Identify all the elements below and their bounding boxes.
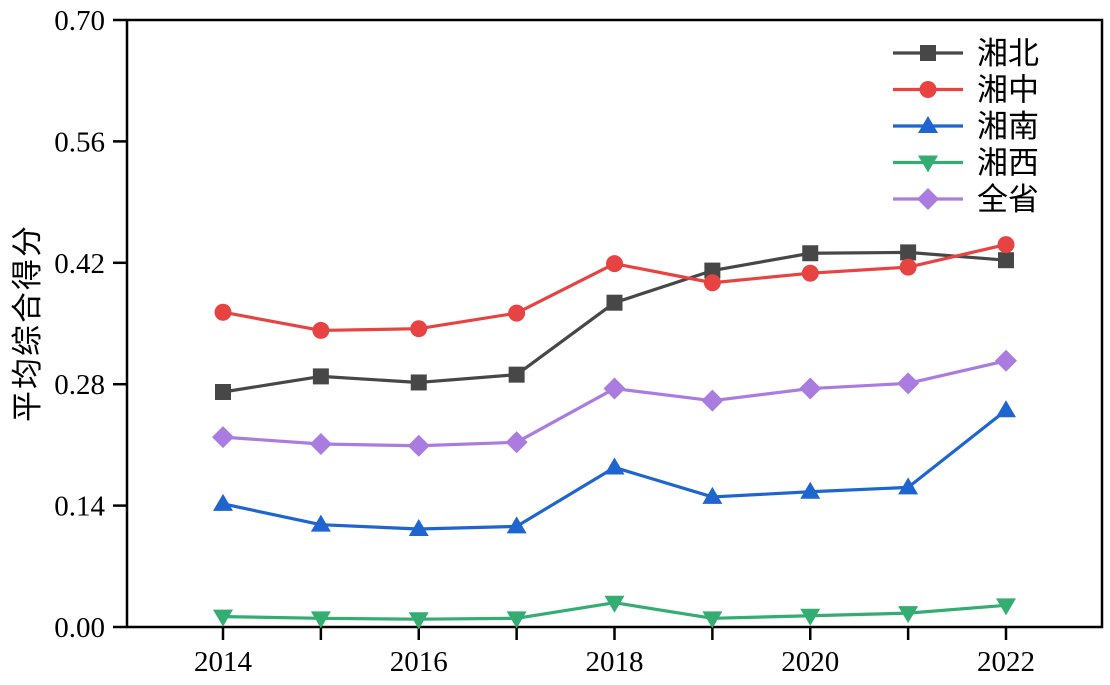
triangle-up-marker xyxy=(702,486,723,504)
diamond-marker xyxy=(603,377,626,400)
triangle-down-marker xyxy=(898,606,919,624)
diamond-marker xyxy=(799,377,822,400)
square-marker xyxy=(312,368,329,385)
circle-marker xyxy=(312,321,330,339)
triangle-up-marker xyxy=(310,514,331,532)
triangle-down-marker xyxy=(310,611,331,629)
triangle-down-marker xyxy=(213,609,233,627)
triangle-up-marker xyxy=(506,516,527,534)
triangle-down-marker xyxy=(408,612,429,630)
triangle-down-marker xyxy=(604,595,625,613)
triangle-up-marker xyxy=(996,400,1016,418)
diamond-marker xyxy=(701,389,724,412)
triangle-down-marker xyxy=(506,611,527,629)
y-tick-label: 0.42 xyxy=(54,248,105,280)
circle-marker xyxy=(410,320,428,338)
y-tick-label: 0.00 xyxy=(54,612,105,644)
x-tick-label: 2020 xyxy=(781,646,839,678)
diamond-marker xyxy=(897,372,920,395)
circle-marker xyxy=(899,258,917,276)
square-marker xyxy=(704,262,721,279)
series-line-湘北 xyxy=(222,250,1007,394)
diamond-marker xyxy=(995,349,1017,372)
y-axis-label: 平均综合得分 xyxy=(10,224,45,422)
series-line-全省 xyxy=(222,359,1007,448)
y-tick-label: 0.28 xyxy=(54,369,105,401)
diamond-marker xyxy=(407,434,430,457)
square-marker xyxy=(606,294,623,311)
triangle-up-marker xyxy=(800,481,821,499)
x-tick-label: 2022 xyxy=(977,646,1035,678)
triangle-up-marker xyxy=(408,519,429,537)
square-marker xyxy=(508,366,525,383)
diamond-marker xyxy=(505,431,528,454)
circle-marker xyxy=(919,81,937,98)
y-tick-label: 0.14 xyxy=(54,491,105,523)
circle-marker xyxy=(703,274,721,292)
diamond-marker xyxy=(917,188,939,210)
triangle-down-marker xyxy=(996,598,1016,616)
triangle-up-marker xyxy=(213,493,233,511)
y-tick-label: 0.70 xyxy=(54,5,105,37)
diamond-marker xyxy=(212,426,234,449)
legend-label: 湘北 xyxy=(977,36,1039,71)
square-marker xyxy=(900,244,917,261)
triangle-down-marker xyxy=(702,611,723,629)
triangle-down-marker xyxy=(918,155,938,173)
square-marker xyxy=(920,45,936,61)
circle-marker xyxy=(801,264,819,282)
legend-label: 全省 xyxy=(977,182,1039,217)
triangle-up-marker xyxy=(898,477,919,495)
circle-marker xyxy=(997,236,1015,254)
y-tick-label: 0.56 xyxy=(54,126,105,158)
triangle-up-marker xyxy=(918,116,938,133)
plot-frame xyxy=(125,18,1104,629)
x-tick-label: 2018 xyxy=(586,646,644,678)
square-marker xyxy=(215,384,231,401)
legend-label: 湘西 xyxy=(977,146,1039,181)
triangle-up-marker xyxy=(604,457,625,475)
x-tick-label: 2016 xyxy=(390,646,448,678)
circle-marker xyxy=(508,304,526,322)
square-marker xyxy=(998,252,1014,269)
square-marker xyxy=(802,245,819,262)
triangle-down-marker xyxy=(800,608,821,626)
circle-marker xyxy=(214,303,232,321)
diamond-marker xyxy=(309,433,332,456)
circle-marker xyxy=(606,255,623,273)
x-tick-label: 2014 xyxy=(194,646,253,678)
legend-label: 湘中 xyxy=(977,73,1039,108)
legend-label: 湘南 xyxy=(977,109,1039,144)
square-marker xyxy=(410,374,427,391)
